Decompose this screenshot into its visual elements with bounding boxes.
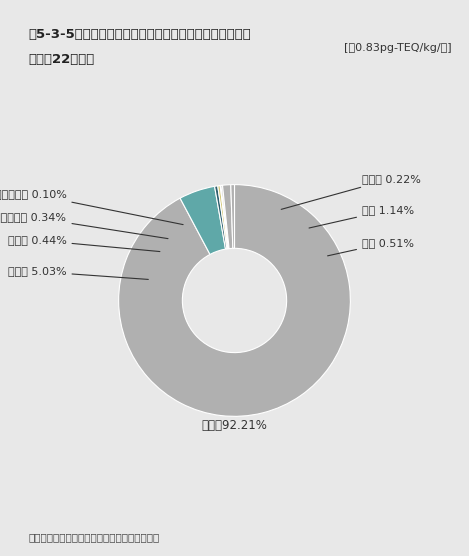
- Wedge shape: [119, 185, 350, 416]
- Wedge shape: [220, 185, 228, 249]
- Text: 砂糖・菓子 0.10%: 砂糖・菓子 0.10%: [0, 189, 183, 225]
- Text: 魚介類92.21%: 魚介類92.21%: [202, 419, 267, 431]
- Text: [約0.83pg-TEQ/kg/日]: [約0.83pg-TEQ/kg/日]: [344, 43, 451, 53]
- Text: 肉・卵 5.03%: 肉・卵 5.03%: [8, 266, 148, 280]
- Text: 図5-3-5　日本におけるダイオキシン類の１人１日摂取量: 図5-3-5 日本におけるダイオキシン類の１人１日摂取量: [28, 28, 251, 41]
- Text: 乳・乳製品 0.34%: 乳・乳製品 0.34%: [0, 212, 168, 239]
- Text: その他 0.22%: その他 0.22%: [281, 174, 421, 210]
- Text: 資料：厚生労働省・環境省資料より環境省作成: 資料：厚生労働省・環境省資料より環境省作成: [28, 532, 159, 542]
- Text: 調味料 0.44%: 調味料 0.44%: [8, 235, 160, 251]
- Text: 土壌 0.51%: 土壌 0.51%: [327, 237, 414, 256]
- Wedge shape: [218, 186, 228, 249]
- Text: 大気 1.14%: 大気 1.14%: [309, 205, 414, 228]
- Wedge shape: [221, 185, 229, 249]
- Wedge shape: [215, 186, 227, 249]
- Text: （平成22年度）: （平成22年度）: [28, 53, 94, 66]
- Wedge shape: [222, 185, 233, 249]
- Wedge shape: [180, 186, 226, 255]
- Wedge shape: [231, 185, 234, 249]
